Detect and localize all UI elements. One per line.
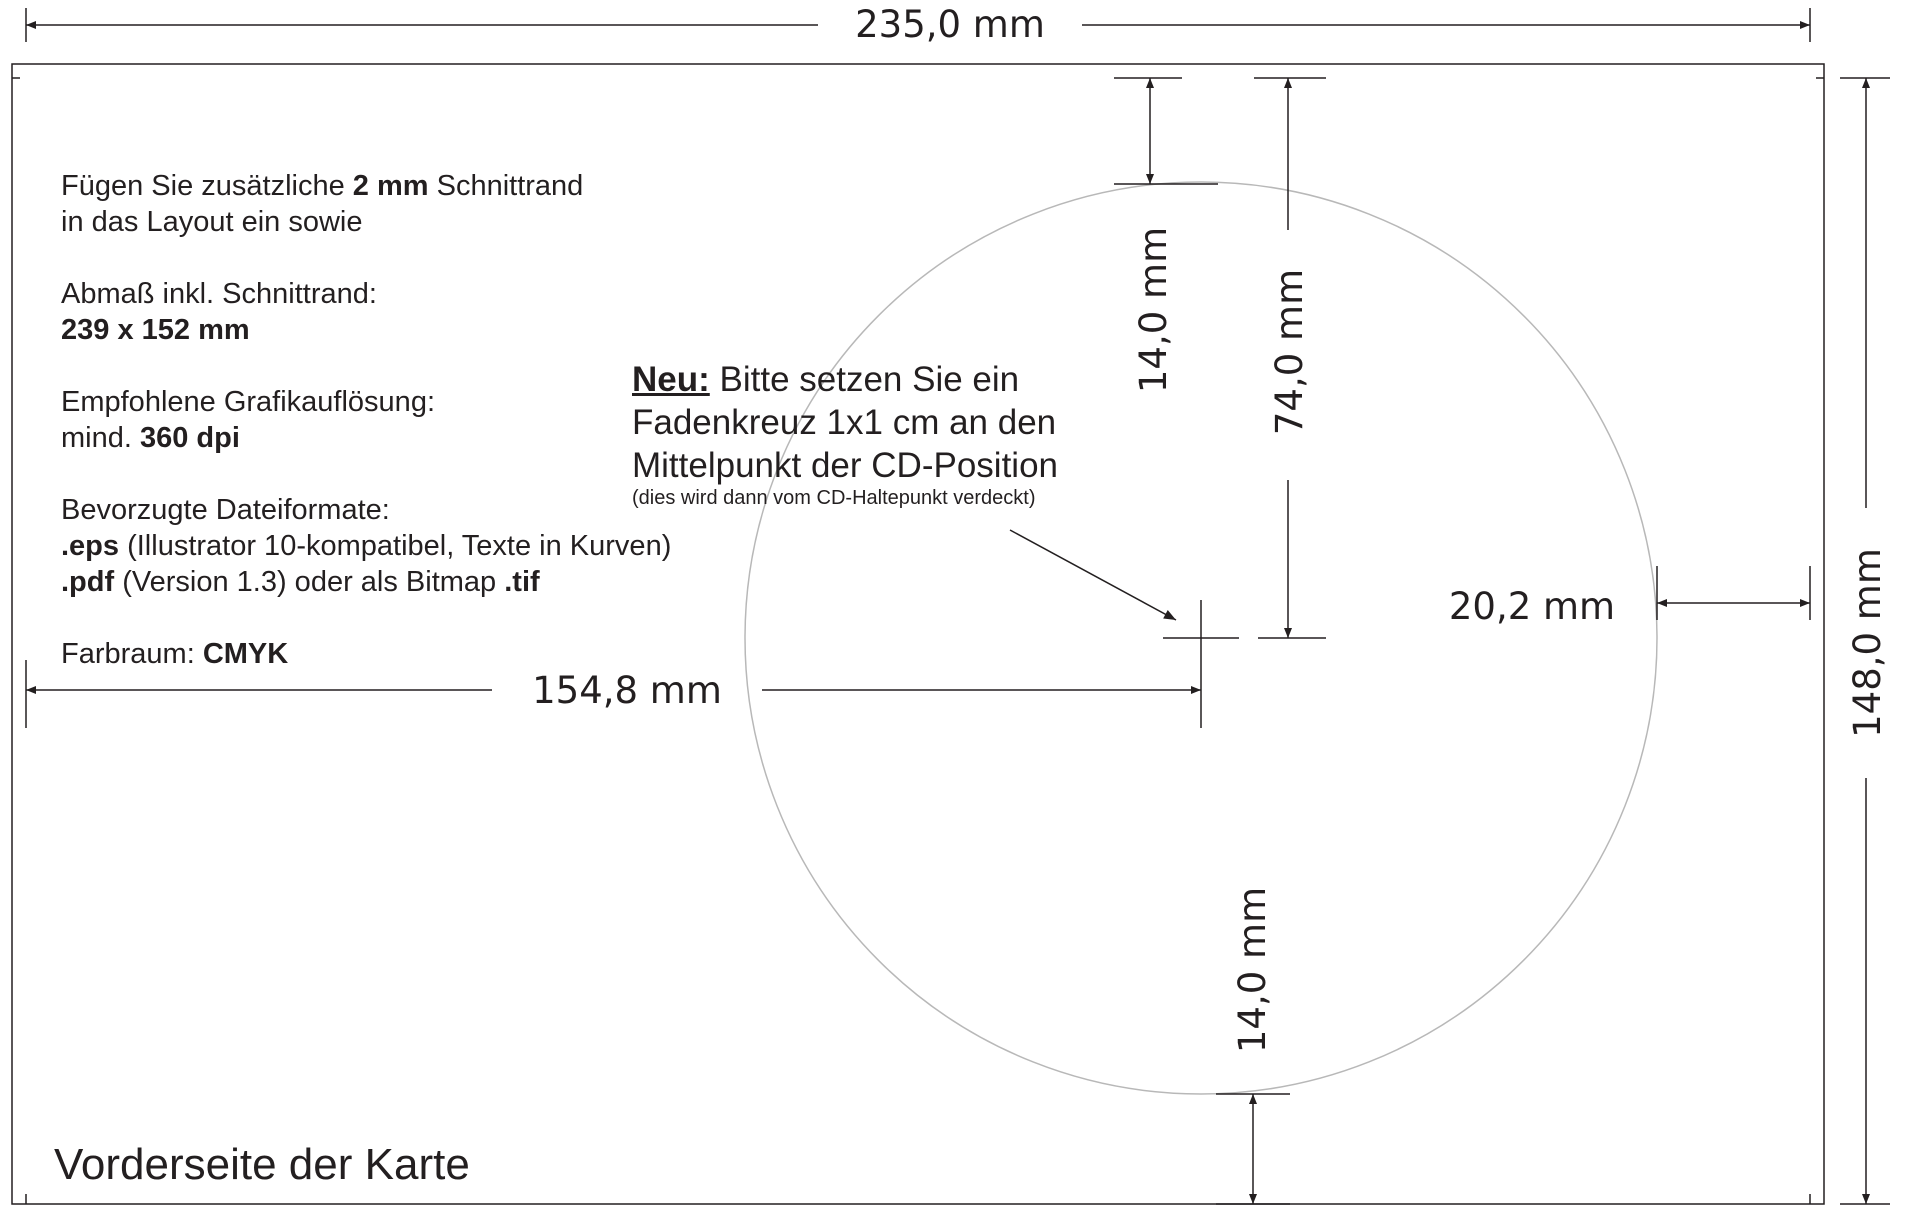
formats-instruction: Bevorzugte Dateiformate: .eps (Illustrat…	[61, 494, 672, 598]
front-side-label: Vorderseite der Karte	[54, 1140, 470, 1189]
center-vertical-label: 74,0 mm	[1268, 269, 1311, 435]
size-instruction: Abmaß inkl. Schnittrand: 239 x 152 mm	[61, 278, 377, 346]
crop-marks	[12, 77, 1824, 1204]
right-margin-dimension	[1656, 566, 1811, 620]
note-small-print: (dies wird dann vom CD-Haltepunkt verdec…	[632, 487, 1036, 509]
center-horizontal-dimension	[25, 660, 1202, 728]
bleed-instruction: Fügen Sie zusätzliche 2 mm Schnittrand i…	[61, 170, 584, 238]
top-width-label: 235,0 mm	[855, 3, 1045, 46]
right-height-label: 148,0 mm	[1846, 548, 1889, 738]
bottom-margin-dimension	[1216, 1093, 1290, 1205]
color-instruction: Farbraum: CMYK	[61, 638, 289, 670]
cd-circle	[744, 181, 1658, 1095]
right-height-dimension	[1840, 77, 1890, 1205]
resolution-instruction: Empfohlene Grafikauflösung: mind. 360 dp…	[61, 386, 435, 454]
note-lead: Neu:	[632, 360, 710, 399]
top-margin-label: 14,0 mm	[1132, 227, 1175, 393]
crosshair-note: Neu: Bitte setzen Sie ein Fadenkreuz 1x1…	[632, 360, 1058, 509]
top-margin-dimension	[1114, 77, 1218, 185]
instructions-block: Fügen Sie zusätzliche 2 mm Schnittrand i…	[61, 168, 671, 708]
center-vertical-dimension	[1254, 77, 1326, 639]
note-pointer-arrow	[1009, 529, 1177, 621]
bottom-margin-label: 14,0 mm	[1231, 887, 1274, 1053]
right-margin-label: 20,2 mm	[1449, 585, 1615, 628]
center-horizontal-label: 154,8 mm	[532, 669, 722, 712]
crosshair-mark	[1163, 600, 1239, 676]
top-width-dimension	[25, 8, 1811, 42]
card-outline	[11, 63, 1825, 1205]
